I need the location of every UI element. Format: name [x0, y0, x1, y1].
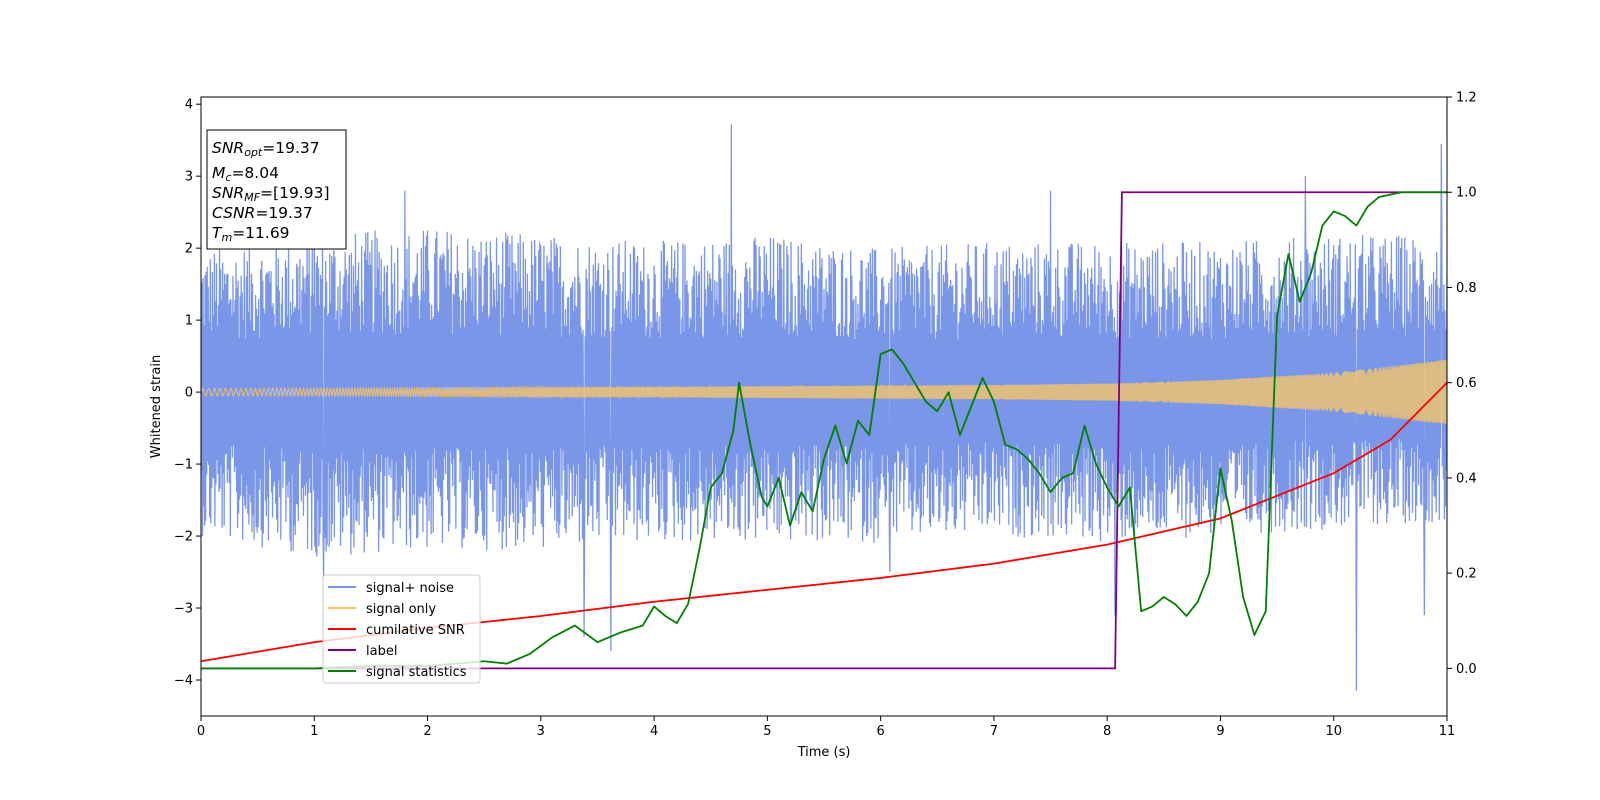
y-tick-label: −3 — [174, 602, 193, 617]
label-line — [201, 191, 1447, 670]
y2-tick-label: 0.0 — [1456, 662, 1477, 677]
series-signal-statistics — [201, 191, 1447, 670]
legend: signal+ noise signal only cumilative SNR la… — [322, 574, 481, 684]
x-tick-label: 7 — [990, 724, 998, 739]
x-tick-label: 5 — [763, 724, 771, 739]
annotation-subscript: m — [221, 231, 232, 244]
x-tick-label: 0 — [197, 724, 205, 739]
legend-frame — [322, 574, 481, 684]
annotation-value: =19.37 — [255, 204, 312, 222]
y-tick-label: −1 — [174, 458, 193, 473]
annotation-line: Tm=11.69 — [212, 224, 290, 244]
plot-frame — [200, 96, 1448, 717]
x-tick-label: 10 — [1325, 724, 1342, 739]
annotation-value: =8.04 — [231, 164, 279, 182]
annotation-symbol: SNR — [212, 184, 244, 202]
series-label — [201, 191, 1447, 670]
y-tick-label: 1 — [185, 314, 193, 329]
x-tick-label: 8 — [1103, 724, 1111, 739]
x-tick-label: 11 — [1439, 724, 1456, 739]
y-tick-label: 3 — [185, 170, 193, 185]
annotation-symbol: SNR — [212, 139, 244, 157]
legend-label: signal only — [366, 602, 436, 617]
x-tick-label: 9 — [1216, 724, 1224, 739]
legend-label: cumilative SNR — [366, 623, 465, 638]
annotation-line: SNRopt=19.37 — [212, 139, 320, 159]
x-tick-label: 2 — [423, 724, 431, 739]
y-tick-label: 4 — [185, 98, 193, 113]
annotation-value: =[19.93] — [260, 184, 329, 202]
x-tick-label: 1 — [310, 724, 318, 739]
signal-only-trace — [201, 360, 1447, 425]
y2-tick-label: 1.0 — [1456, 186, 1477, 201]
y-tick-label: −4 — [174, 674, 193, 689]
annotation-value: =11.69 — [232, 224, 289, 242]
y-axis-label: Whitened strain — [149, 355, 164, 458]
annotation-line: SNRMF=[19.93] — [212, 184, 330, 204]
y-tick-label: 2 — [185, 242, 193, 257]
x-tick-label: 4 — [650, 724, 658, 739]
x-tick-label: 6 — [876, 724, 884, 739]
legend-label: signal statistics — [366, 665, 467, 680]
y2-tick-label: 0.2 — [1456, 567, 1477, 582]
legend-label: label — [366, 644, 397, 659]
axes: 0 1 2 3 4 5 6 7 8 9 10 11 −4 −3 −2 −1 0 1 2 3 4 0.0 0.2 0.4 0.6 0… — [174, 91, 1477, 740]
annotation-box: SNRopt=19.37Mc=8.04SNRMF=[19.93]CSNR=19.… — [206, 129, 347, 250]
annotation-line: CSNR=19.37 — [212, 204, 313, 222]
annotation-symbol: CSNR — [212, 204, 255, 222]
x-tick-label: 3 — [537, 724, 545, 739]
annotation-subscript: opt — [244, 146, 263, 159]
signal-statistics-line — [201, 191, 1447, 670]
annotation-symbol: M — [212, 164, 225, 182]
y2-tick-label: 0.4 — [1456, 471, 1477, 486]
x-axis-label: Time (s) — [797, 745, 851, 760]
legend-label: signal+ noise — [366, 581, 454, 596]
annotation-value: =19.37 — [262, 139, 319, 157]
y2-tick-label: 0.8 — [1456, 281, 1477, 296]
annotation-frame — [206, 129, 347, 250]
y2-tick-label: 1.2 — [1456, 91, 1477, 106]
y-tick-label: 0 — [185, 386, 193, 401]
annotation-symbol: T — [212, 224, 223, 242]
annotation-line: Mc=8.04 — [212, 164, 279, 184]
series-signal-only — [201, 360, 1447, 425]
annotation-subscript: c — [225, 171, 231, 184]
y-tick-label: −2 — [174, 530, 193, 545]
y2-tick-label: 0.6 — [1456, 376, 1477, 391]
annotation-subscript: MF — [244, 191, 260, 204]
